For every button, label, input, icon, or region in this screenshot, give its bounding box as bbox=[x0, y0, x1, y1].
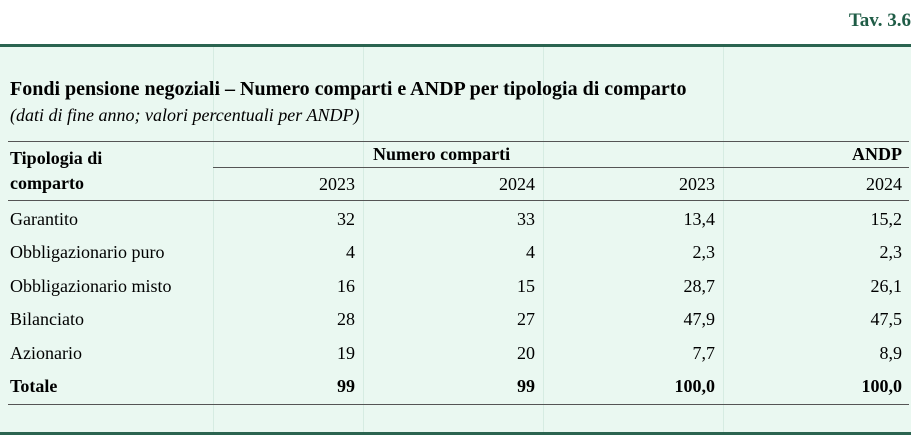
table-cell: 2,3 bbox=[879, 242, 903, 262]
total-cell: 99 bbox=[517, 376, 535, 396]
total-label: Totale bbox=[10, 376, 58, 396]
row-label: Obbligazionario misto bbox=[10, 276, 172, 296]
row-label: Obbligazionario puro bbox=[10, 242, 165, 262]
table-number: Tav. 3.6 bbox=[848, 10, 911, 31]
total-cell: 99 bbox=[337, 376, 355, 396]
column-divider bbox=[543, 47, 544, 432]
group-header-rule bbox=[213, 167, 909, 168]
row-header-label-line2: comparto bbox=[10, 173, 84, 193]
table-cell: 28 bbox=[337, 309, 355, 329]
table-cell: 8,9 bbox=[879, 343, 903, 363]
table-cell: 33 bbox=[517, 209, 535, 229]
row-header-label-line1: Tipologia di bbox=[10, 148, 103, 168]
row-label: Bilanciato bbox=[10, 309, 84, 329]
table-cell: 27 bbox=[517, 309, 535, 329]
column-divider bbox=[213, 47, 214, 432]
header-bottom-rule bbox=[8, 200, 909, 201]
table-cell: 28,7 bbox=[683, 276, 716, 296]
total-cell: 100,0 bbox=[674, 376, 716, 396]
year-header: 2024 bbox=[866, 174, 902, 194]
table-cell: 47,5 bbox=[870, 309, 903, 329]
table-cell: 15 bbox=[517, 276, 535, 296]
table-cell: 32 bbox=[337, 209, 355, 229]
column-divider bbox=[723, 47, 724, 432]
table-cell: 26,1 bbox=[870, 276, 903, 296]
table-cell: 16 bbox=[337, 276, 355, 296]
table-cell: 47,9 bbox=[683, 309, 716, 329]
row-label: Garantito bbox=[10, 209, 78, 229]
group-header-andp: ANDP bbox=[852, 144, 902, 164]
row-label: Azionario bbox=[10, 343, 82, 363]
table-title: Fondi pensione negoziali – Numero compar… bbox=[10, 78, 687, 100]
table-subtitle: (dati di fine anno; valori percentuali p… bbox=[10, 105, 360, 125]
table-cell: 4 bbox=[346, 242, 355, 262]
group-header-numero-comparti: Numero comparti bbox=[373, 144, 511, 164]
table-cell: 15,2 bbox=[870, 209, 903, 229]
table-cell: 7,7 bbox=[692, 343, 716, 363]
header-top-rule bbox=[8, 141, 909, 142]
table-cell: 20 bbox=[517, 343, 535, 363]
column-divider bbox=[363, 47, 364, 432]
table-cell: 13,4 bbox=[683, 209, 716, 229]
table-cell: 4 bbox=[526, 242, 535, 262]
table-panel: Fondi pensione negoziali – Numero compar… bbox=[0, 44, 911, 435]
total-cell: 100,0 bbox=[861, 376, 903, 396]
table-cell: 19 bbox=[337, 343, 355, 363]
table-cell: 2,3 bbox=[692, 242, 716, 262]
year-header: 2024 bbox=[499, 174, 535, 194]
year-header: 2023 bbox=[319, 174, 355, 194]
table-bottom-rule bbox=[8, 404, 909, 405]
year-header: 2023 bbox=[679, 174, 715, 194]
